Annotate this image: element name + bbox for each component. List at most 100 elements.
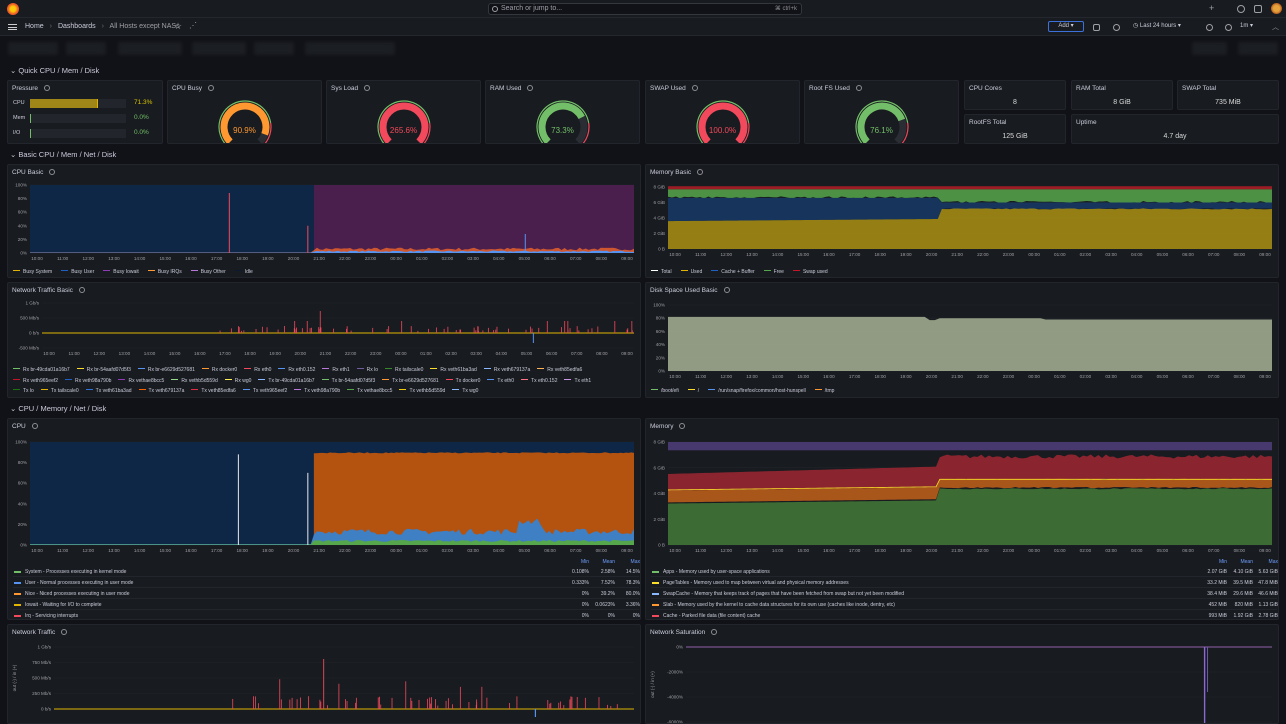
grafana-logo-icon[interactable] — [7, 3, 19, 15]
legend-item[interactable]: Tx vethb5d559d — [399, 388, 445, 394]
legend-item[interactable]: Tx br-e6629d527681 — [382, 378, 438, 384]
legend-item[interactable]: Rx tailscale0 — [385, 367, 423, 373]
legend-item[interactable]: Tx wg0 — [452, 388, 478, 394]
legend-item[interactable]: Tx veth679137a — [139, 388, 185, 394]
legend-row[interactable]: User - Normal processes executing in use… — [13, 577, 639, 588]
legend-item[interactable]: Rx lo — [357, 367, 378, 373]
info-icon[interactable] — [44, 85, 50, 91]
share-icon[interactable]: ⋰ — [189, 21, 197, 30]
legend-item[interactable]: Busy System — [13, 269, 52, 275]
legend-item[interactable]: Tx docker0 — [446, 378, 481, 384]
legend-item[interactable]: Tx veth98a790b — [294, 388, 340, 394]
legend-item[interactable]: Rx wg0 — [225, 378, 252, 384]
variable-picker[interactable] — [1192, 42, 1227, 55]
legend-row[interactable]: Slab - Memory used by the kernel to cach… — [651, 599, 1277, 610]
row-full[interactable]: ⌄ CPU / Memory / Net / Disk — [10, 404, 106, 413]
legend-item[interactable]: Tx br-49cda01a16b7 — [258, 378, 314, 384]
legend-item[interactable]: Idle — [235, 269, 253, 275]
legend-item[interactable]: Swap used — [793, 269, 828, 275]
legend-item[interactable]: Rx br-49cda01a16b7 — [13, 367, 70, 373]
legend-item[interactable]: Tx veth85edfa6 — [191, 388, 235, 394]
info-icon[interactable] — [679, 423, 685, 429]
legend-item[interactable]: Rx docker0 — [202, 367, 237, 373]
add-button[interactable]: Add ▾ — [1048, 21, 1084, 32]
legend-item[interactable]: Busy User — [61, 269, 94, 275]
legend-item[interactable]: Used — [681, 269, 703, 275]
legend-row[interactable]: Nice - Niced processes executing in user… — [13, 588, 639, 599]
star-icon[interactable]: ☆ — [174, 21, 182, 32]
legend-item[interactable]: Rx br-e6629d527681 — [138, 367, 195, 373]
info-icon[interactable] — [527, 85, 533, 91]
settings-icon[interactable] — [1113, 24, 1120, 31]
variable-picker[interactable] — [254, 42, 294, 55]
legend-item[interactable]: Rx vethae8bcc5 — [118, 378, 164, 384]
row-quick[interactable]: ⌄ Quick CPU / Mem / Disk — [10, 66, 99, 75]
legend-item[interactable]: Rx br-54aafd07d5f3 — [77, 367, 131, 373]
legend-item[interactable]: Free — [764, 269, 784, 275]
legend-item[interactable]: Rx veth85edfa6 — [537, 367, 582, 373]
legend-item[interactable]: Tx eth0 — [487, 378, 514, 384]
legend-item[interactable]: Tx eth1 — [564, 378, 591, 384]
help-icon[interactable] — [1237, 5, 1245, 13]
legend-header-max[interactable]: Max — [610, 559, 640, 565]
legend-item[interactable]: /boot/efi — [651, 388, 679, 394]
legend-item[interactable]: Busy Other — [191, 269, 226, 275]
save-icon[interactable] — [1093, 24, 1100, 31]
legend-item[interactable]: Busy IRQs — [148, 269, 182, 275]
legend-item[interactable]: /run/snap/firefox/common/host-hunspell — [708, 388, 806, 394]
search-input[interactable]: Search or jump to... ⌘ ctrl+k — [488, 3, 802, 15]
crumb-dashboards[interactable]: Dashboards — [58, 23, 96, 30]
legend-item[interactable]: Tx lo — [13, 388, 34, 394]
legend-item[interactable]: Tx veth965eef2 — [243, 388, 287, 394]
variable-picker[interactable] — [118, 42, 182, 55]
legend-item[interactable]: Tx veth61ba3ad — [86, 388, 132, 394]
refresh-interval-picker[interactable]: 1m ▾ — [1240, 22, 1253, 29]
variable-picker[interactable] — [192, 42, 246, 55]
variable-picker[interactable] — [66, 42, 106, 55]
info-icon[interactable] — [697, 169, 703, 175]
legend-item[interactable]: Busy Iowait — [103, 269, 139, 275]
info-icon[interactable] — [692, 85, 698, 91]
info-icon[interactable] — [711, 629, 717, 635]
legend-row[interactable]: PageTables - Memory used to map between … — [651, 577, 1277, 588]
legend-item[interactable]: Rx vethb5d559d — [171, 378, 217, 384]
menu-toggle-icon[interactable] — [8, 24, 17, 30]
legend-item[interactable]: Tx eth0.152 — [521, 378, 557, 384]
legend-row[interactable]: SwapCache - Memory that keeps track of p… — [651, 588, 1277, 599]
user-avatar[interactable] — [1271, 3, 1282, 14]
legend-item[interactable]: Total — [651, 269, 672, 275]
variable-picker[interactable] — [1238, 42, 1278, 55]
info-icon[interactable] — [364, 85, 370, 91]
info-icon[interactable] — [61, 629, 67, 635]
zoom-out-icon[interactable] — [1206, 24, 1213, 31]
legend-item[interactable]: /tmp — [815, 388, 835, 394]
info-icon[interactable] — [724, 287, 730, 293]
legend-item[interactable]: Tx br-54aafd07d5f3 — [322, 378, 376, 384]
legend-item[interactable]: Rx eth1 — [322, 367, 349, 373]
info-icon[interactable] — [856, 85, 862, 91]
legend-item[interactable]: Tx tailscale0 — [41, 388, 79, 394]
crumb-home[interactable]: Home — [25, 23, 44, 30]
info-icon[interactable] — [32, 423, 38, 429]
new-plus-button[interactable]: + — [1209, 3, 1214, 13]
legend-item[interactable]: / — [688, 388, 699, 394]
legend-item[interactable]: Rx eth0 — [244, 367, 271, 373]
row-basic[interactable]: ⌄ Basic CPU / Mem / Net / Disk — [10, 150, 116, 159]
legend-item[interactable]: Rx veth61ba3ad — [430, 367, 476, 373]
network-saturation-chart[interactable]: 0%-2000%-4000%-6000%out (-) / in (+) — [646, 639, 1279, 724]
info-icon[interactable] — [79, 287, 85, 293]
collapse-chevron-icon[interactable]: ︿ — [1272, 22, 1279, 32]
time-picker[interactable]: ◷ Last 24 hours ▾ — [1133, 22, 1181, 29]
refresh-icon[interactable] — [1225, 24, 1232, 31]
info-icon[interactable] — [208, 85, 214, 91]
legend-row[interactable]: Apps - Memory used by user-space applica… — [651, 566, 1277, 577]
